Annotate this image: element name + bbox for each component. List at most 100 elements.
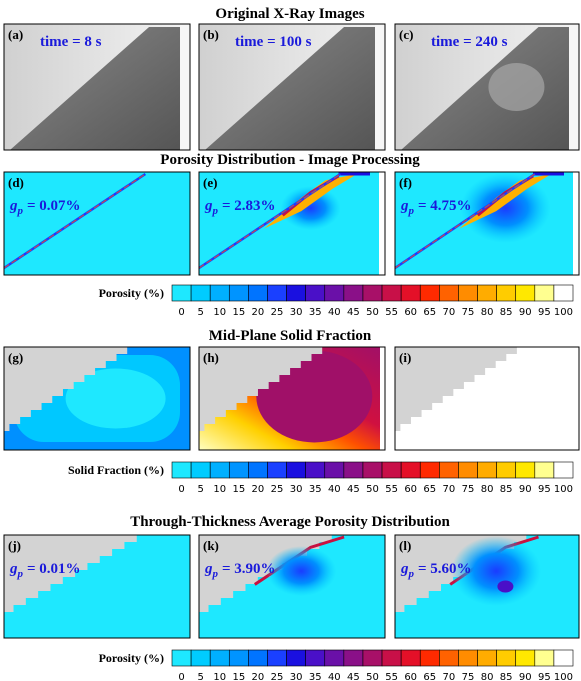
colorbar-cell	[229, 650, 248, 666]
colorbar-cell	[478, 650, 497, 666]
colorbar-cell	[172, 462, 191, 478]
colorbar-cell	[325, 285, 344, 301]
colorbar-tick: 50	[366, 672, 379, 681]
annotation: time = 240 s	[431, 34, 508, 50]
colorbar-cell	[420, 650, 439, 666]
colorbar-tick: 5	[197, 672, 203, 681]
colorbar-cell	[172, 285, 191, 301]
colorbar-cell	[191, 462, 210, 478]
colorbar-tick: 35	[309, 484, 322, 495]
panel: (h)	[199, 347, 385, 450]
colorbar-cell	[363, 285, 382, 301]
colorbar-cell	[210, 462, 229, 478]
colorbar-tick: 70	[443, 484, 456, 495]
colorbar-cell	[401, 285, 420, 301]
colorbar-tick: 75	[462, 484, 475, 495]
subscript: p	[17, 568, 24, 580]
colorbar-cell	[363, 650, 382, 666]
colorbar-cell	[363, 462, 382, 478]
colorbar-tick: 10	[213, 307, 226, 318]
panel: (g)	[4, 347, 190, 450]
colorbar-tick: 40	[328, 307, 341, 318]
colorbar-cell	[344, 462, 363, 478]
colorbar-tick: 25	[271, 484, 284, 495]
panel-label: (a)	[8, 27, 23, 42]
colorbar-tick: 70	[443, 307, 456, 318]
panel-label: (b)	[203, 27, 219, 42]
xray-edge	[180, 24, 190, 150]
colorbar-cell	[382, 462, 401, 478]
colorbar-tick: 95	[538, 484, 551, 495]
colorbar-tick: 25	[271, 672, 284, 681]
colorbar-cell	[287, 462, 306, 478]
colorbar-tick: 55	[385, 484, 398, 495]
porosity-blob	[266, 546, 336, 596]
annotation: time = 8 s	[40, 34, 102, 50]
panel-label: (l)	[399, 538, 411, 553]
section-title: Original X-Ray Images	[215, 6, 364, 22]
colorbar-tick: 0	[178, 307, 184, 318]
colorbar-cell	[382, 650, 401, 666]
colorbar-cell	[267, 650, 286, 666]
colorbar-tick: 95	[538, 672, 551, 681]
colorbar-tick: 85	[500, 307, 513, 318]
colorbar-cell	[516, 650, 535, 666]
panel-label: (g)	[8, 350, 23, 365]
colorbar-tick: 90	[519, 484, 532, 495]
field	[4, 172, 190, 275]
colorbar-tick: 35	[309, 672, 322, 681]
colorbar-tick: 65	[423, 484, 436, 495]
panel-label: (f)	[399, 175, 412, 190]
colorbar-tick: 30	[290, 484, 303, 495]
colorbar-tick: 20	[252, 672, 265, 681]
value-text: = 0.01%	[27, 561, 81, 577]
colorbar-cell	[229, 462, 248, 478]
colorbar-cell	[439, 285, 458, 301]
colorbar-cell	[172, 650, 191, 666]
colorbar-label: Porosity (%)	[99, 651, 164, 665]
value-text: = 2.83%	[222, 198, 276, 214]
colorbar-tick: 70	[443, 672, 456, 681]
section-title: Through-Thickness Average Porosity Distr…	[130, 514, 450, 530]
colorbar-cell	[382, 285, 401, 301]
colorbar-tick: 15	[232, 484, 245, 495]
colorbar-cell	[516, 462, 535, 478]
colorbar-cell	[210, 285, 229, 301]
colorbar-cell	[267, 285, 286, 301]
colorbar-cell	[535, 462, 554, 478]
colorbar-tick: 60	[404, 672, 417, 681]
panel: (c)time = 240 s	[395, 24, 579, 150]
porosity-blob	[460, 173, 550, 243]
colorbar-cell	[325, 650, 344, 666]
panel-label: (j)	[8, 538, 21, 553]
colorbar-cell	[306, 285, 325, 301]
colorbar-tick: 60	[404, 307, 417, 318]
colorbar-tick: 10	[213, 484, 226, 495]
colorbar-cell	[478, 462, 497, 478]
colorbar-tick: 90	[519, 307, 532, 318]
colorbar-cell	[287, 650, 306, 666]
xray-void	[488, 63, 544, 111]
colorbar-tick: 65	[423, 672, 436, 681]
panel: (a) time = 8 s	[4, 24, 190, 150]
panel: (e)gp= 2.83%	[199, 172, 385, 275]
xray-edge	[569, 24, 579, 150]
colorbar-cell	[497, 285, 516, 301]
colorbar-tick: 45	[347, 307, 360, 318]
colorbar-tick: 30	[290, 672, 303, 681]
colorbar-cell	[306, 650, 325, 666]
colorbar-tick: 100	[554, 307, 573, 318]
colorbar-cell	[248, 650, 267, 666]
colorbar-cell	[478, 285, 497, 301]
colorbar-cell	[287, 285, 306, 301]
colorbar-tick: 75	[462, 672, 475, 681]
value-text: = 0.07%	[27, 198, 81, 214]
colorbar-tick: 80	[481, 484, 494, 495]
colorbar-tick: 60	[404, 484, 417, 495]
panel-label: (i)	[399, 350, 411, 365]
value-text: = 4.75%	[418, 198, 472, 214]
colorbar-cell	[210, 650, 229, 666]
porosity-core	[497, 581, 513, 593]
colorbar-cell	[267, 462, 286, 478]
colorbar-cell	[497, 650, 516, 666]
